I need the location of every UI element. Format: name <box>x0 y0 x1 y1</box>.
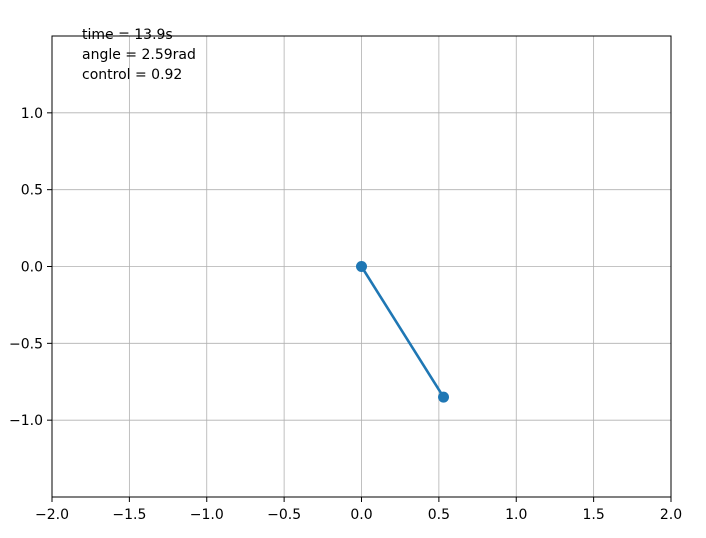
x-tick-label: 0.0 <box>350 507 372 523</box>
y-axis: −1.0 −0.5 0.0 0.5 1.0 <box>9 106 52 429</box>
control-readout: control = 0.92 <box>82 67 182 83</box>
x-tick-label: −1.5 <box>112 507 146 523</box>
y-tick-label: −0.5 <box>9 336 43 352</box>
pendulum-rod <box>360 265 445 399</box>
x-tick-label: 1.5 <box>582 507 604 523</box>
pivot-point <box>356 261 367 272</box>
x-tick-label: 0.5 <box>428 507 450 523</box>
angle-readout: angle = 2.59rad <box>82 47 196 63</box>
time-readout: time = 13.9s <box>82 27 173 43</box>
x-tick-label: −0.5 <box>267 507 301 523</box>
y-tick-label: 0.5 <box>21 183 43 199</box>
x-tick-label: −1.0 <box>190 507 224 523</box>
y-tick-label: 0.0 <box>21 260 43 276</box>
x-tick-label: −2.0 <box>35 507 69 523</box>
bob-point <box>438 391 450 403</box>
y-tick-label: −1.0 <box>9 413 43 429</box>
annotation-text: time = 13.9s angle = 2.59rad control = 0.9… <box>82 27 196 83</box>
x-tick-label: 2.0 <box>660 507 682 523</box>
x-tick-label: 1.0 <box>505 507 527 523</box>
series-layer <box>356 261 450 403</box>
y-tick-label: 1.0 <box>21 106 43 122</box>
x-axis: −2.0 −1.5 −1.0 −0.5 0.0 0.5 1.0 1.5 2.0 <box>35 497 682 523</box>
